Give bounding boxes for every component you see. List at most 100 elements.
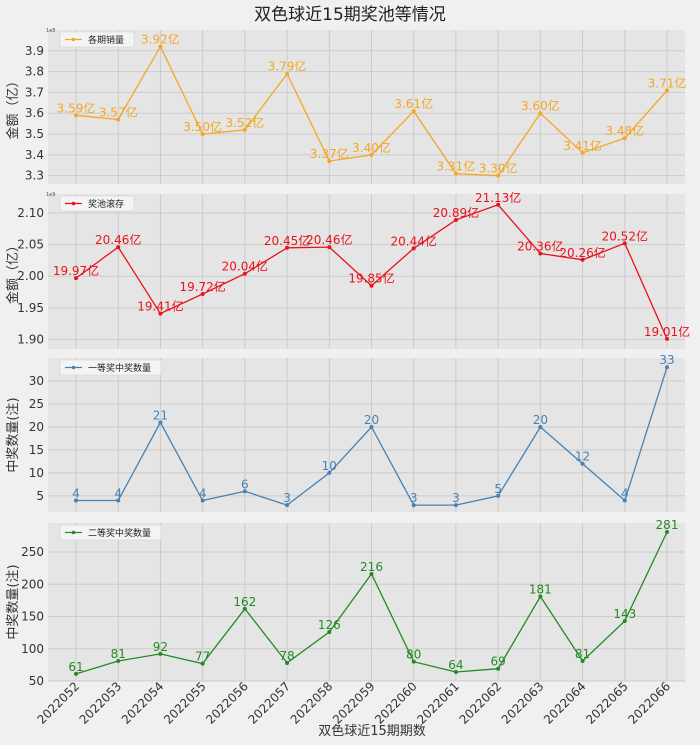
data-point <box>496 202 501 207</box>
data-point <box>580 659 585 664</box>
legend: 一等奖中奖数量 <box>59 359 162 376</box>
x-axis-label: 双色球近15期期数 <box>318 723 426 739</box>
data-point <box>538 251 543 256</box>
data-label: 5 <box>494 482 502 496</box>
y-tick-label: 2.10 <box>17 206 44 220</box>
data-point <box>116 659 121 664</box>
y-tick-label: 25 <box>29 397 44 411</box>
x-tick-label: 2022053 <box>77 679 125 727</box>
y-tick-label: 1.90 <box>17 333 44 347</box>
data-label: 3.40亿 <box>352 140 391 155</box>
data-label: 20.52亿 <box>602 228 648 243</box>
data-point <box>622 136 627 141</box>
data-label: 20 <box>364 413 379 427</box>
y-axis-label: 金额（亿） <box>5 74 21 139</box>
data-label: 20.45亿 <box>264 233 310 248</box>
data-label: 143 <box>613 607 636 621</box>
legend: 各期销量 <box>59 31 135 48</box>
data-label: 3.48亿 <box>605 123 644 138</box>
x-tick-label: 2022060 <box>372 679 420 727</box>
data-label: 19.41亿 <box>137 299 183 314</box>
data-point <box>116 117 121 122</box>
data-point <box>411 659 416 664</box>
data-point <box>538 594 543 599</box>
y-axis-label: 中奖数量(注) <box>6 397 21 472</box>
data-label: 21 <box>153 408 168 422</box>
data-label: 33 <box>659 353 674 367</box>
data-label: 81 <box>575 647 590 661</box>
data-point <box>74 113 78 118</box>
data-point <box>453 217 458 222</box>
x-tick-label: 2022057 <box>245 679 293 727</box>
data-label: 3.71亿 <box>648 75 687 90</box>
plot-area <box>48 30 685 184</box>
legend-label: 一等奖中奖数量 <box>88 362 151 374</box>
data-point <box>242 271 247 276</box>
data-label: 81 <box>111 647 126 661</box>
data-label: 3.57亿 <box>99 104 138 119</box>
data-label: 20.44亿 <box>391 233 437 248</box>
data-point <box>158 651 163 656</box>
data-label: 4 <box>114 487 122 501</box>
data-label: 19.97亿 <box>53 263 99 278</box>
data-point <box>665 530 669 535</box>
y-tick-label: 30 <box>29 374 44 388</box>
data-point <box>285 245 290 250</box>
axis-offset-label: 1e8 <box>46 28 55 34</box>
data-point <box>285 660 290 665</box>
data-point <box>411 503 416 508</box>
data-point <box>622 241 627 246</box>
data-point <box>116 498 121 503</box>
legend-box <box>59 195 135 212</box>
y-tick-label: 3.4 <box>25 148 44 162</box>
legend: 二等奖中奖数量 <box>59 524 162 541</box>
data-label: 3.60亿 <box>521 98 560 113</box>
y-tick-label: 3.3 <box>25 169 44 183</box>
data-point <box>453 171 458 176</box>
data-label: 3.59亿 <box>57 100 96 115</box>
x-tick-label: 2022056 <box>203 679 251 727</box>
data-label: 3 <box>283 491 291 505</box>
data-point <box>327 245 332 250</box>
data-label: 19.72亿 <box>179 279 225 294</box>
data-label: 20.04亿 <box>222 259 268 274</box>
legend-marker <box>71 365 76 370</box>
data-point <box>496 666 501 671</box>
x-tick-label: 2022055 <box>161 679 209 727</box>
x-tick-label: 2022064 <box>541 679 589 727</box>
data-point <box>74 671 78 676</box>
legend-box <box>59 524 162 541</box>
data-label: 3.50亿 <box>183 119 222 134</box>
data-label: 20.46亿 <box>306 232 352 247</box>
data-point <box>453 503 458 508</box>
y-axis-label: 中奖数量(注) <box>6 564 21 639</box>
data-label: 3.61亿 <box>394 96 433 111</box>
plot-area <box>48 194 685 349</box>
y-tick-label: 1.95 <box>17 301 44 315</box>
data-point <box>369 571 374 576</box>
data-label: 162 <box>233 595 256 609</box>
data-point <box>496 173 501 178</box>
data-point <box>285 503 290 508</box>
data-label: 78 <box>279 649 294 663</box>
data-point <box>369 424 374 429</box>
data-label: 20.46亿 <box>95 232 141 247</box>
data-point <box>242 489 247 494</box>
data-label: 3.31亿 <box>437 159 476 174</box>
data-label: 61 <box>68 660 83 674</box>
y-tick-label: 100 <box>21 642 44 656</box>
x-tick-label: 2022062 <box>457 679 505 727</box>
data-label: 20.26亿 <box>559 245 605 260</box>
data-label: 3.52亿 <box>225 115 264 130</box>
y-tick-label: 250 <box>21 545 44 559</box>
data-point <box>496 493 501 498</box>
data-point <box>200 498 205 503</box>
legend-marker <box>71 530 76 535</box>
data-label: 181 <box>529 583 552 597</box>
data-label: 3.92亿 <box>141 32 180 47</box>
data-point <box>665 336 669 341</box>
data-label: 6 <box>241 477 249 491</box>
panel-1: 3.3 3.4 3.5 3.6 3.7 3.8 3.9 1e8 金额（亿） 3.59亿 3.57亿 3… <box>5 28 686 184</box>
y-tick-label: 3.6 <box>25 106 44 120</box>
